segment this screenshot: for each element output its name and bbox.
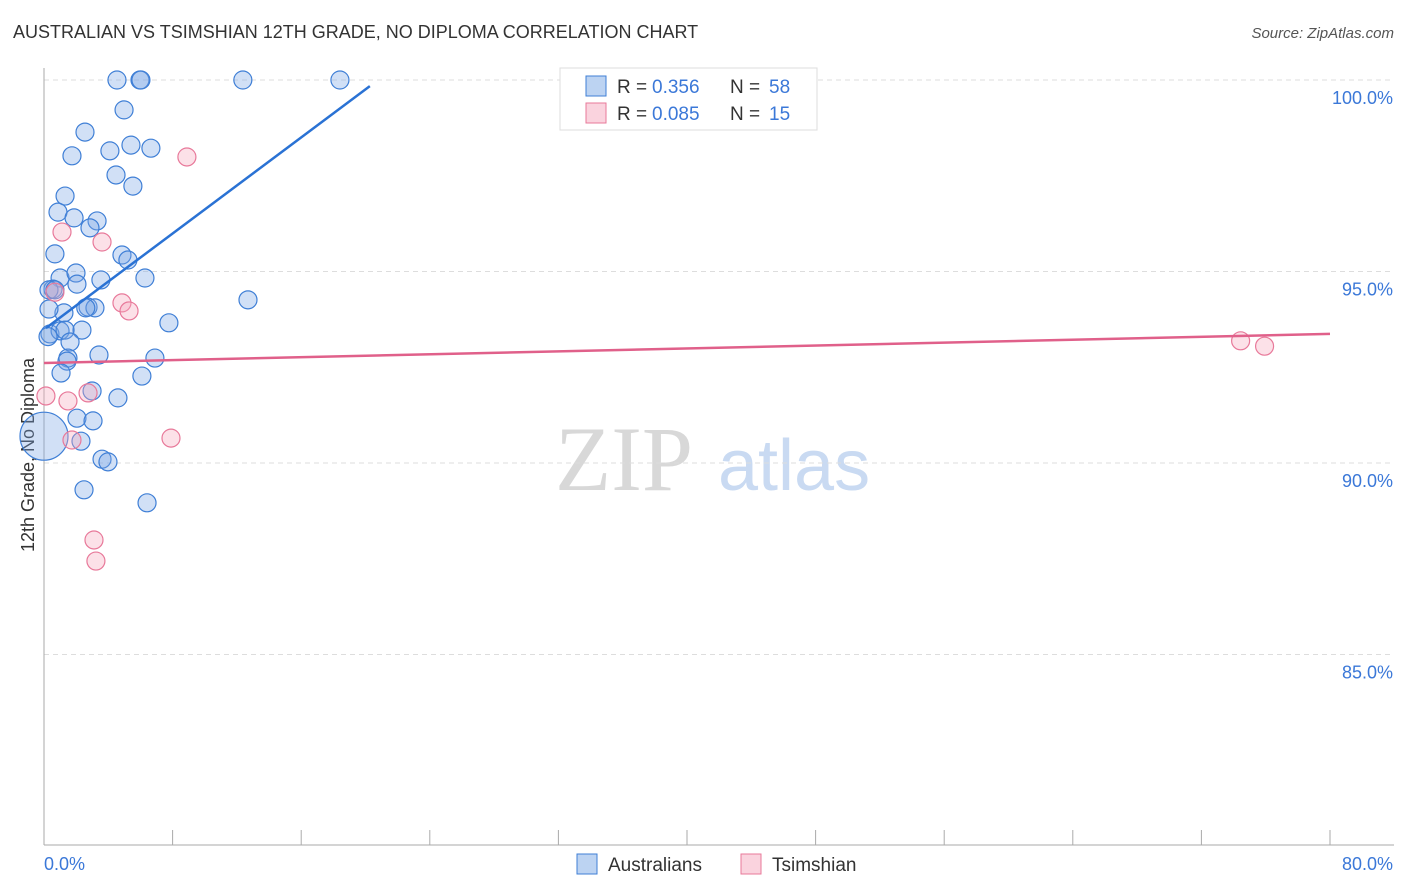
australians-point [145, 348, 165, 368]
australians-point [330, 70, 350, 90]
australians-point [39, 299, 59, 319]
australians-point [132, 366, 152, 386]
australians-point [74, 480, 94, 500]
australians-point [121, 135, 141, 155]
australians-point [80, 218, 100, 238]
watermark-zip: ZIP [555, 408, 693, 510]
tsimshian-point [161, 428, 181, 448]
australians-point [62, 146, 82, 166]
tsimshian-point [119, 301, 139, 321]
legend-r-value: 0.356 [652, 77, 700, 98]
australians-point [83, 411, 103, 431]
chart-title: AUSTRALIAN VS TSIMSHIAN 12TH GRADE, NO D… [13, 22, 699, 42]
australians-point [89, 345, 109, 365]
australians-point [106, 165, 126, 185]
tsimshian-point [177, 147, 197, 167]
y-tick-label: 85.0% [1342, 663, 1393, 683]
y-tick-label: 90.0% [1342, 471, 1393, 491]
australians-point [137, 493, 157, 513]
bottom-legend-swatch [576, 853, 598, 875]
australians-point [123, 176, 143, 196]
australians-point [72, 320, 92, 340]
australians-point [67, 408, 87, 428]
legend-n-label: N = [730, 104, 760, 125]
australians-trend-line [45, 85, 371, 330]
australians-point [51, 363, 71, 383]
tsimshian-point [62, 430, 82, 450]
x-tick-label: 0.0% [44, 854, 85, 874]
tsimshian-point [92, 232, 112, 252]
australians-point [75, 122, 95, 142]
bottom-legend-swatch [740, 853, 762, 875]
legend-swatch [585, 75, 607, 97]
legend-n-value: 15 [769, 104, 790, 125]
tsimshian-point [45, 282, 65, 302]
tsimshian-trend-line [43, 332, 1331, 365]
australians-point [131, 70, 151, 90]
legend-r-label: R = [617, 77, 647, 98]
australians-point [233, 70, 253, 90]
tsimshian-point [84, 530, 104, 550]
australians-point [67, 274, 87, 294]
australians-point [55, 320, 75, 340]
australians-point [48, 202, 68, 222]
tsimshian-point [78, 383, 98, 403]
australians-point [38, 327, 58, 347]
tsimshian-point [58, 391, 78, 411]
australians-point [159, 313, 179, 333]
australians-point [100, 141, 120, 161]
australians-point [55, 186, 75, 206]
australians-point [98, 452, 118, 472]
tsimshian-point [1254, 336, 1275, 356]
australians-point [87, 211, 107, 231]
tsimshian-point [1231, 331, 1251, 351]
legend-n-value: 58 [769, 77, 790, 98]
australians-point [45, 244, 65, 264]
source-label: Source: ZipAtlas.com [1251, 25, 1394, 42]
y-tick-label: 100.0% [1332, 88, 1393, 108]
australians-point [64, 208, 84, 228]
legend-r-value: 0.085 [652, 104, 700, 125]
legend-swatch [585, 102, 607, 124]
legend-n-label: N = [730, 77, 760, 98]
australians-point [107, 70, 127, 90]
australians-point [141, 138, 161, 158]
australians-point [114, 100, 134, 120]
tsimshian-point [112, 293, 132, 313]
x-tick-label: 80.0% [1342, 854, 1393, 874]
australians-point [19, 411, 69, 461]
y-tick-label: 95.0% [1342, 280, 1393, 300]
watermark-atlas: atlas [718, 426, 870, 506]
australians-point [238, 290, 258, 310]
tsimshian-point [86, 551, 106, 571]
australians-point [135, 268, 155, 288]
tsimshian-point [52, 222, 72, 242]
bottom-legend-label: Tsimshian [772, 855, 856, 876]
australians-point [60, 332, 80, 352]
legend-r-label: R = [617, 104, 647, 125]
bottom-legend-label: Australians [608, 855, 702, 876]
australians-point [108, 388, 128, 408]
tsimshian-point [36, 386, 56, 406]
